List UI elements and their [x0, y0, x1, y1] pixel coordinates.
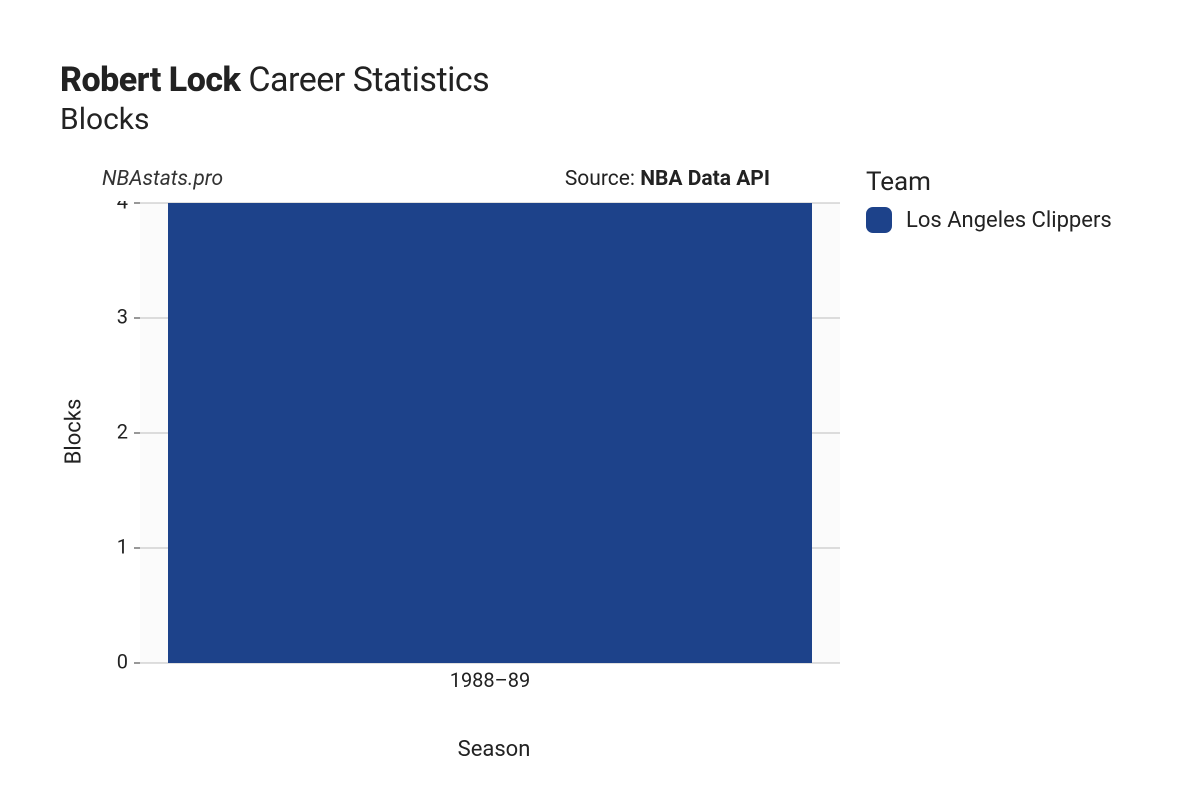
legend-items: Los Angeles Clippers — [866, 207, 1160, 233]
svg-text:2: 2 — [117, 419, 128, 443]
chart-title: Robert Lock Career Statistics — [60, 60, 1160, 100]
chart-container: Robert Lock Career Statistics Blocks NBA… — [0, 0, 1200, 800]
source-label: Source: — [565, 167, 640, 191]
legend-item-label: Los Angeles Clippers — [906, 208, 1112, 233]
bar — [168, 203, 812, 663]
watermark-text: NBAstats.pro — [102, 167, 223, 191]
legend-swatch — [866, 207, 892, 233]
plot-area: 0 1 2 3 4 1988–89 — [88, 201, 848, 701]
x-tick-label: 1988–89 — [450, 668, 531, 692]
title-suffix: Career Statistics — [240, 60, 489, 100]
y-axis-label-wrap: Blocks — [60, 201, 88, 661]
meta-row: NBAstats.pro Source: NBA Data API — [60, 167, 1160, 195]
svg-text:1: 1 — [117, 534, 128, 558]
x-axis-label: Season — [88, 737, 848, 762]
svg-text:3: 3 — [117, 304, 128, 328]
y-axis-label: Blocks — [62, 398, 87, 464]
chart-subtitle: Blocks — [60, 102, 1160, 137]
svg-text:0: 0 — [117, 649, 128, 673]
svg-text:4: 4 — [117, 201, 128, 213]
chart-row: Blocks 012341988–89 Season Team Los Ange… — [60, 201, 1160, 762]
plot-column: 0 1 2 3 4 1988–89 Season — [88, 201, 848, 762]
title-player-name: Robert Lock — [60, 60, 240, 100]
source-value: NBA Data API — [640, 167, 770, 191]
bar-chart-svg: 0 1 2 3 4 1988–89 — [88, 201, 848, 697]
legend-item: Los Angeles Clippers — [866, 207, 1160, 233]
source-text: Source: NBA Data API — [565, 167, 770, 191]
